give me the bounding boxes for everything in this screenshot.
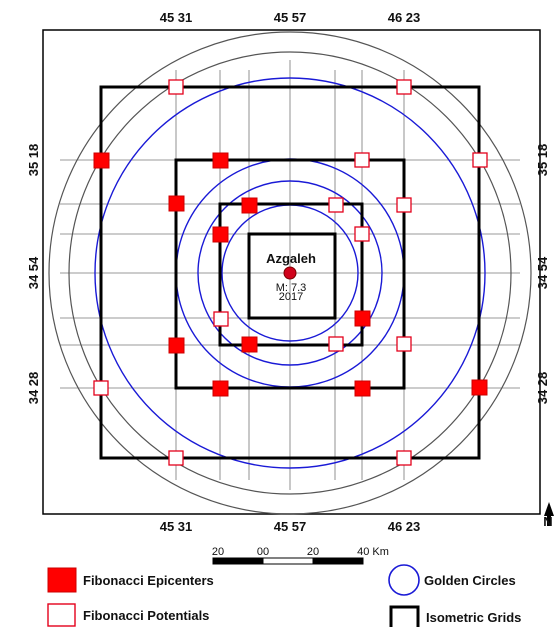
- fibonacci-epicenter: [212, 226, 229, 243]
- fibonacci-potential: [472, 152, 488, 168]
- legend-epicenters-label: Fibonacci Epicenters: [83, 573, 214, 588]
- coord-top-1: 45 31: [160, 10, 193, 25]
- fibonacci-epicenter: [168, 195, 185, 212]
- epicenter-name: Azgaleh: [266, 251, 316, 266]
- north-label: N: [543, 514, 552, 529]
- fibonacci-potential: [168, 79, 184, 95]
- coord-left-1: 35 18: [26, 144, 41, 177]
- fibonacci-potential: [328, 197, 344, 213]
- fibonacci-epicenter: [354, 380, 371, 397]
- fibonacci-potential: [328, 336, 344, 352]
- legend-potential-swatch: [47, 603, 76, 627]
- fibonacci-epicenter: [354, 310, 371, 327]
- fibonacci-potential: [354, 226, 370, 242]
- coord-top-3: 46 23: [388, 10, 421, 25]
- fibonacci-epicenter: [212, 380, 229, 397]
- coord-left-3: 34 28: [26, 372, 41, 405]
- coord-bottom-3: 46 23: [388, 519, 421, 534]
- azgaleh-epicenter-marker: [283, 266, 297, 280]
- fibonacci-potential: [93, 380, 109, 396]
- isometric-grid-4: [247, 232, 337, 320]
- legend-epicenter-swatch: [47, 567, 77, 593]
- fibonacci-potential: [396, 79, 412, 95]
- golden-circle-3: [197, 180, 383, 366]
- coord-right-1: 35 18: [535, 144, 550, 177]
- fibonacci-potential: [396, 336, 412, 352]
- legend-golden-circle-swatch: [388, 564, 420, 596]
- golden-circle-1: [94, 77, 486, 469]
- scale-label-20-right: 20: [307, 546, 319, 558]
- fibonacci-epicenter: [212, 152, 229, 169]
- coord-bottom-2: 45 57: [274, 519, 307, 534]
- fibonacci-epicenter: [471, 379, 488, 396]
- legend-isometric-grids-label: Isometric Grids: [426, 610, 521, 625]
- north-arrow-icon: [544, 502, 554, 526]
- scale-label-40km: 40 Km: [357, 546, 389, 558]
- coord-right-2: 34 54: [535, 256, 550, 289]
- fibonacci-potential: [396, 450, 412, 466]
- legend-golden-circles-label: Golden Circles: [424, 573, 516, 588]
- fibonacci-potential: [168, 450, 184, 466]
- scale-label-00: 00: [257, 546, 269, 558]
- legend-potentials-label: Fibonacci Potentials: [83, 608, 209, 623]
- outer-circle-1: [48, 31, 532, 515]
- fibonacci-epicenter: [168, 337, 185, 354]
- epicenter-year: 2017: [279, 291, 303, 303]
- epicenter-magnitude: M: 7.3: [276, 282, 307, 294]
- fibonacci-potential: [354, 152, 370, 168]
- outer-circle-2: [68, 51, 512, 495]
- isometric-grid-1: [99, 85, 481, 460]
- scale-label-20-left: 20: [212, 546, 224, 558]
- scale-bar: 20 00 20 40 Km: [212, 546, 389, 565]
- fibonacci-potential: [213, 311, 229, 327]
- coord-left-2: 34 54: [26, 256, 41, 289]
- coord-bottom-1: 45 31: [160, 519, 193, 534]
- isometric-grid-3: [218, 202, 364, 347]
- fibonacci-epicenter: [93, 152, 110, 169]
- coord-top-2: 45 57: [274, 10, 307, 25]
- legend: Fibonacci Epicenters Fibonacci Potential…: [47, 564, 521, 627]
- fibonacci-epicenter: [241, 197, 258, 214]
- isometric-grid-2: [174, 158, 406, 390]
- fibonacci-potential: [396, 197, 412, 213]
- coord-right-3: 34 28: [535, 372, 550, 405]
- legend-isometric-swatch: [389, 605, 420, 627]
- fibonacci-epicenter: [241, 336, 258, 353]
